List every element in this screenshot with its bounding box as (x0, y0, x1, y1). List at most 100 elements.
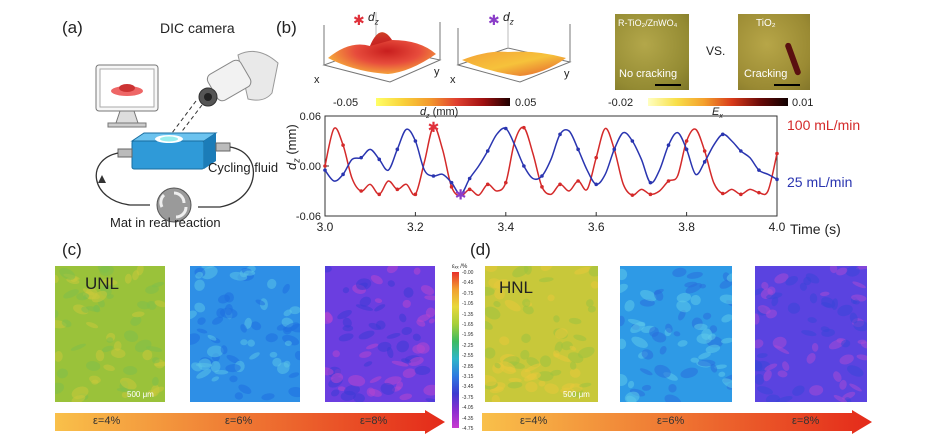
strain-texture-blob (190, 333, 201, 345)
strain-texture-blob (659, 345, 667, 355)
dz-colorbar (376, 98, 510, 106)
strain-texture-blob (244, 317, 252, 329)
strain-texture-blob (855, 266, 867, 270)
strain-texture-blob (359, 296, 371, 307)
series-point-1 (323, 168, 327, 172)
strain-map-hnl-8 (755, 266, 867, 402)
strain-texture-blob (772, 336, 787, 349)
strain-texture-blob (574, 266, 591, 275)
unl-scale-label: 500 μm (127, 390, 154, 399)
strain-texture-blob (540, 355, 552, 368)
strain-texture-blob (554, 341, 563, 353)
strain-texture-blob (678, 309, 686, 321)
strain-texture-blob (627, 380, 635, 389)
strain-texture-blob (577, 346, 595, 359)
strain-texture-blob (106, 337, 114, 343)
strain-texture-blob (553, 315, 560, 323)
series-point-0 (449, 185, 454, 189)
surface-plot-1-label: d (368, 10, 375, 24)
strain-texture-blob (342, 317, 352, 328)
strain-texture-blob (190, 310, 197, 320)
x-tick-label: 3.2 (407, 220, 424, 234)
strain-texture-blob (358, 330, 375, 340)
series-point-0 (431, 125, 436, 129)
surface-plot-1-x: x (314, 74, 320, 86)
strain-texture-blob (697, 359, 716, 367)
strain-texture-blob (694, 323, 708, 331)
strain-texture-blob (620, 338, 627, 350)
series-point-1 (630, 139, 635, 143)
series-point-1 (666, 143, 671, 147)
micrograph-cracking: TiO₂ Cracking (738, 14, 810, 90)
series-point-1 (431, 174, 436, 178)
strain-texture-blob (846, 365, 864, 377)
series-point-1 (558, 132, 562, 137)
dz-colorbar-unit: (mm) (429, 106, 459, 118)
strain-texture-blob (579, 382, 592, 388)
strain-texture-blob (332, 350, 340, 358)
strain-texture-blob (654, 289, 664, 301)
strain-texture-blob (412, 333, 421, 341)
strain-texture-blob (845, 266, 860, 277)
strain-texture-blob (718, 371, 726, 377)
series-point-0 (341, 143, 345, 147)
strain-texture-blob (247, 339, 255, 347)
strain-texture-blob (677, 340, 688, 347)
strain-texture-blob (380, 382, 395, 395)
strain-texture-blob (413, 267, 421, 275)
strain-texture-blob (207, 334, 217, 341)
series-point-0 (630, 193, 635, 197)
strain-texture-blob (198, 358, 212, 371)
strain-texture-blob (833, 395, 848, 402)
strain-texture-blob (485, 306, 501, 320)
strain-texture-blob (363, 361, 373, 367)
panel-b-label: (b) (276, 18, 297, 37)
strain-texture-blob (152, 376, 159, 387)
strain-colorbar-tick: -1.35 (462, 311, 474, 318)
strain-texture-blob (201, 266, 218, 280)
chart-ylabel: d (284, 162, 299, 170)
strain-texture-blob (756, 386, 774, 395)
star-red-icon: ✱ (353, 12, 365, 28)
series-point-1 (576, 147, 580, 152)
strain-texture-blob (719, 279, 732, 289)
strain-texture-blob (844, 397, 852, 402)
micrograph-1-title: R-TiO₂/ZnWO₄ (618, 18, 678, 28)
strain-texture-blob (207, 345, 224, 358)
strain-texture-blob (680, 367, 698, 379)
strain-texture-blob (849, 312, 858, 324)
strain-texture-blob (124, 330, 139, 343)
strain-texture-blob (520, 349, 530, 360)
strain-texture-blob (764, 363, 778, 371)
strain-texture-blob (212, 316, 224, 325)
strain-colorbar-tick: -3.15 (462, 374, 474, 380)
strain-texture-blob (340, 390, 356, 401)
strain-texture-blob (238, 384, 252, 395)
series-point-1 (504, 126, 508, 131)
strain-texture-blob (375, 320, 386, 330)
cycling-fluid-label: Cycling fluid (208, 160, 279, 175)
strain-texture-blob (61, 319, 72, 328)
strain-texture-blob (774, 273, 789, 284)
strain-texture-blob (504, 299, 521, 312)
strain-texture-blob (71, 395, 86, 402)
strain-colorbar-tick: -2.55 (462, 353, 474, 360)
strain-map-hnl-6 (620, 266, 732, 402)
series-point-0 (702, 149, 707, 153)
strain-texture-blob (55, 382, 65, 395)
strain-texture-blob (641, 349, 654, 360)
strain-colorbar-tick: -4.75 (462, 426, 474, 432)
series-point-1 (702, 160, 707, 164)
strain-texture-blob (95, 349, 105, 362)
strain-texture-blob (150, 384, 160, 397)
strain-texture-blob (288, 386, 300, 398)
strain-texture-blob (56, 368, 68, 379)
strain-texture-blob (283, 309, 292, 317)
strain-texture-blob (196, 369, 212, 379)
strain-texture-blob (325, 266, 332, 273)
series-point-1 (720, 132, 725, 137)
series-point-1 (594, 182, 598, 187)
strain-texture-blob (342, 287, 350, 294)
dz-colorbar-label: d (420, 106, 427, 118)
strain-texture-blob (386, 346, 394, 358)
